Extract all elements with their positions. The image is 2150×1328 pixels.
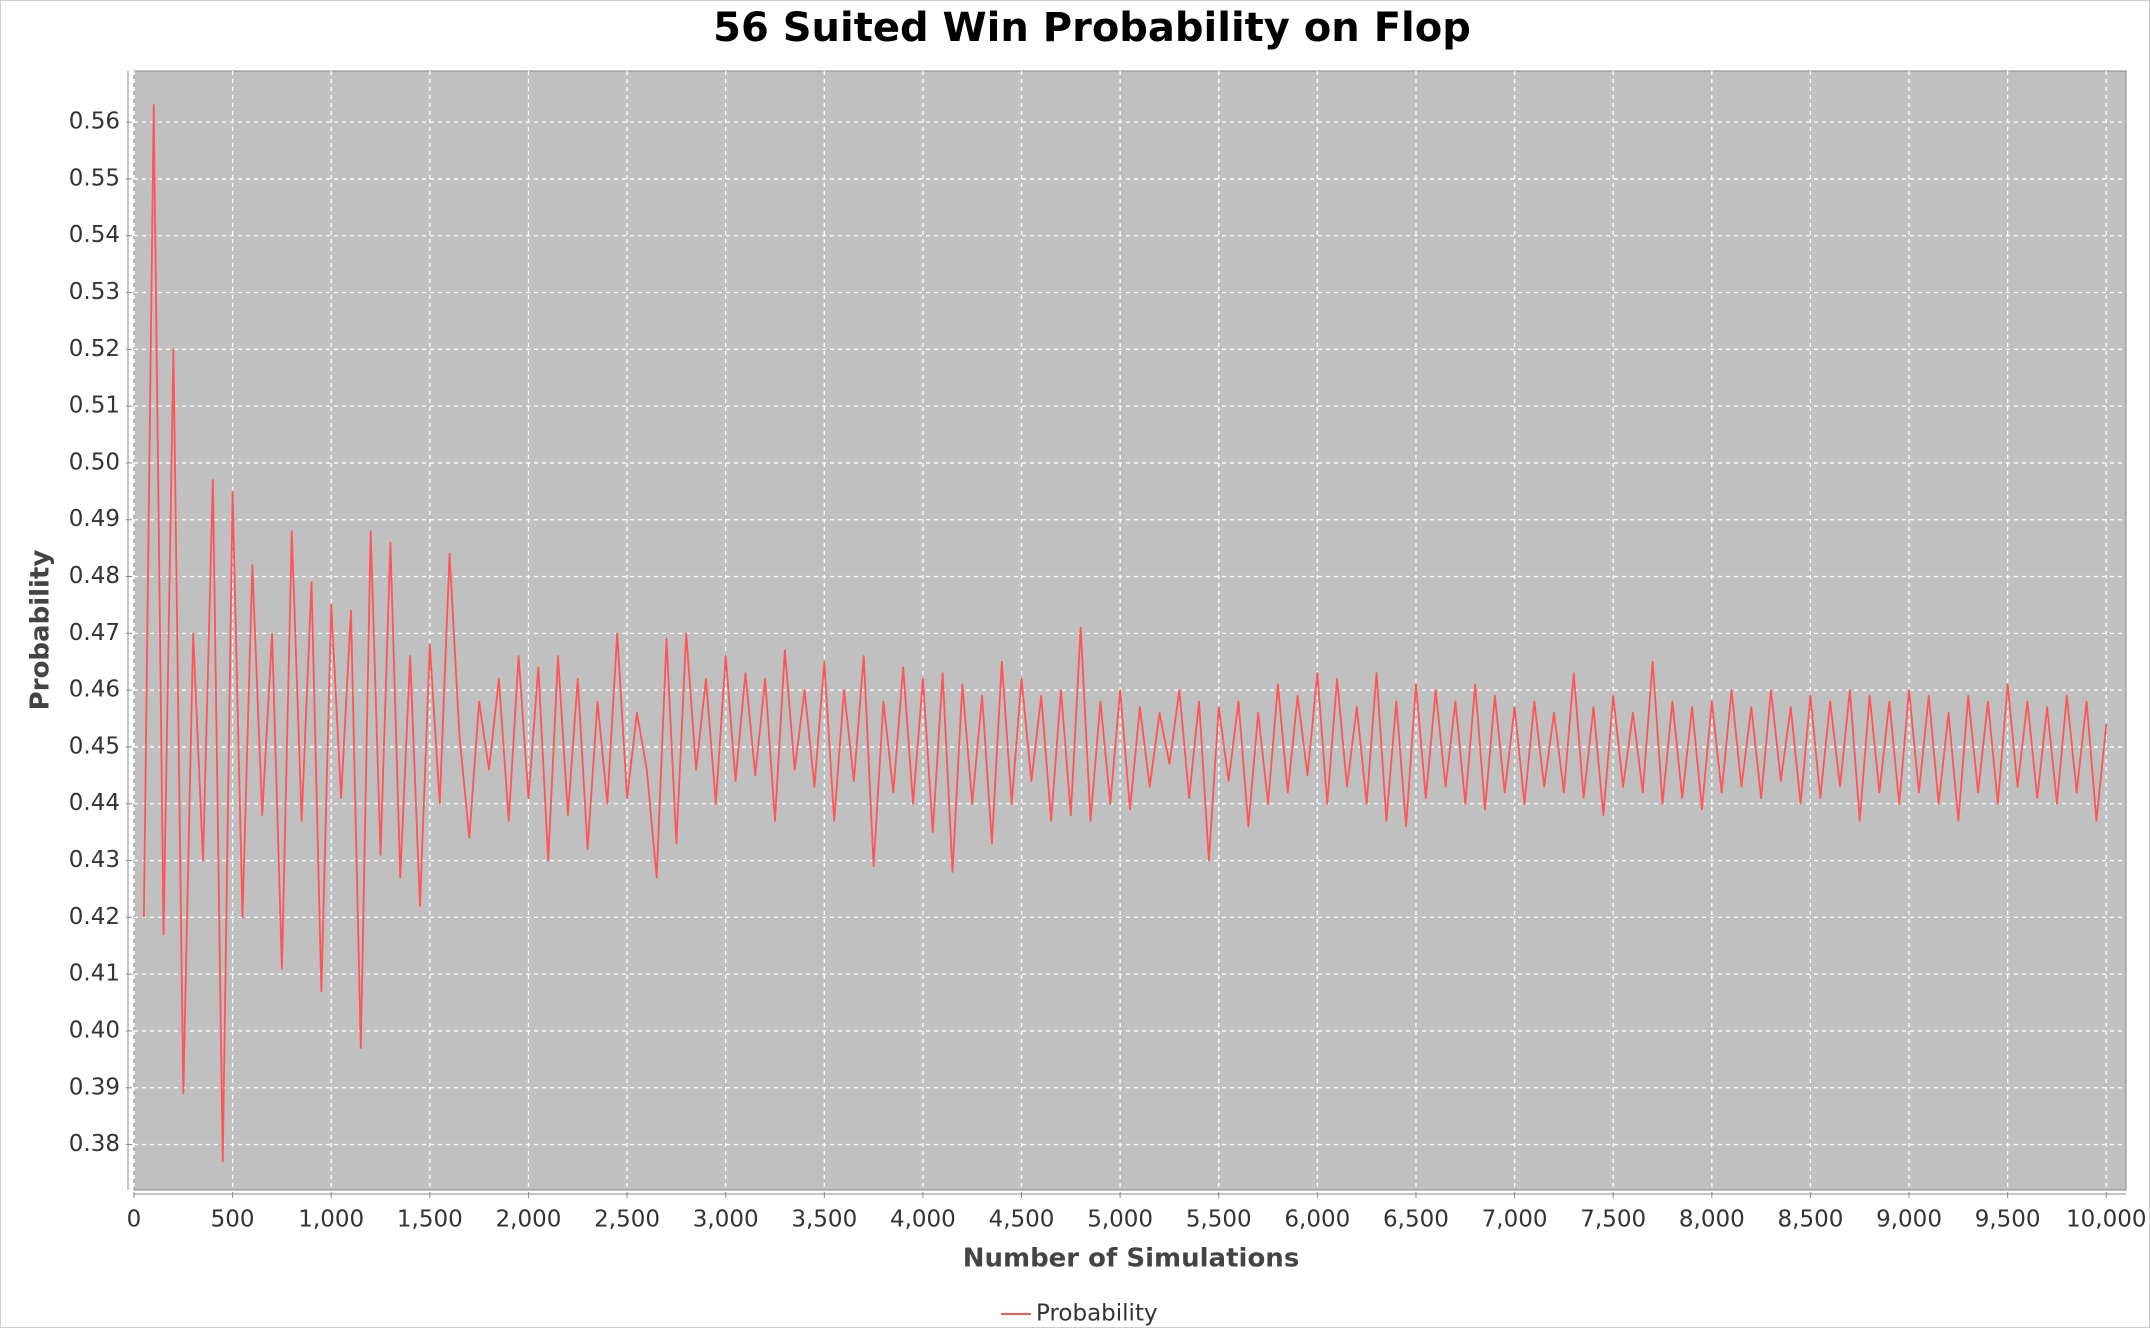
y-tick-label: 0.43 — [69, 847, 120, 873]
y-tick-label: 0.55 — [69, 165, 120, 191]
y-axis-label: Probability — [26, 550, 56, 711]
y-tick-label: 0.42 — [69, 904, 120, 930]
chart-title: 56 Suited Win Probability on Flop — [713, 5, 1471, 51]
y-tick-label: 0.46 — [69, 677, 120, 703]
x-tick-label: 3,000 — [693, 1207, 759, 1233]
y-tick-label: 0.48 — [69, 563, 120, 589]
x-tick-label: 1,000 — [298, 1207, 364, 1233]
series-line — [142, 104, 2108, 1163]
y-tick-label: 0.53 — [69, 279, 120, 305]
y-tick-label: 0.49 — [69, 506, 120, 532]
x-tick-label: 6,000 — [1284, 1207, 1350, 1233]
x-axis-label: Number of Simulations — [963, 1244, 1300, 1274]
y-tick-label: 0.56 — [69, 109, 120, 135]
x-tick-label: 7,500 — [1580, 1207, 1646, 1233]
y-tick-label: 0.45 — [69, 733, 120, 759]
x-tick-label: 8,000 — [1679, 1207, 1745, 1233]
x-tick-label: 7,000 — [1482, 1207, 1548, 1233]
y-tick-label: 0.51 — [69, 393, 120, 419]
y-tick-label: 0.54 — [69, 222, 120, 248]
legend-label: Probability — [1036, 1301, 1158, 1327]
y-tick-label: 0.41 — [69, 961, 120, 987]
x-tick-label: 5,500 — [1186, 1207, 1252, 1233]
x-tick-label: 10,000 — [2066, 1207, 2146, 1233]
x-tick-label: 6,500 — [1383, 1207, 1449, 1233]
y-tick-label: 0.40 — [69, 1017, 120, 1043]
y-tick-label: 0.52 — [69, 336, 120, 362]
x-tick-label: 9,000 — [1876, 1207, 1942, 1233]
x-tick-label: 500 — [211, 1207, 255, 1233]
x-tick-label: 1,500 — [397, 1207, 463, 1233]
y-tick-label: 0.39 — [69, 1074, 120, 1100]
x-tick-label: 4,000 — [890, 1207, 956, 1233]
x-tick-label: 5,000 — [1087, 1207, 1153, 1233]
x-tick-label: 0 — [127, 1207, 142, 1233]
y-tick-label: 0.47 — [69, 620, 120, 646]
x-tick-label: 9,500 — [1975, 1207, 2041, 1233]
x-tick-label: 4,500 — [989, 1207, 1055, 1233]
x-tick-label: 2,500 — [594, 1207, 660, 1233]
y-tick-label: 0.44 — [69, 790, 120, 816]
x-tick-label: 2,000 — [496, 1207, 562, 1233]
y-tick-label: 0.50 — [69, 449, 120, 475]
x-tick-label: 8,500 — [1778, 1207, 1844, 1233]
x-tick-label: 3,500 — [791, 1207, 857, 1233]
y-tick-label: 0.38 — [69, 1131, 120, 1157]
plot-area — [133, 70, 2127, 1191]
